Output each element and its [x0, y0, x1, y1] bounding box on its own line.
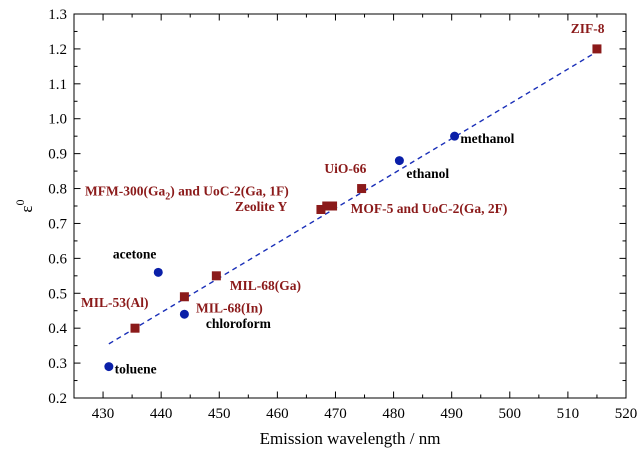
y-tick-label: 0.7	[48, 216, 67, 232]
annotations: toluene acetone chloroform ethanol methanol M…	[81, 21, 605, 376]
annotation-label: Zeolite Y	[235, 199, 288, 214]
annotation-label: chloroform	[206, 316, 272, 331]
y-tick-label: 1.3	[48, 7, 67, 23]
axes: 430 440 450 460 470 480 490 500 510 520 0.2 0.3 0.4 0…	[13, 7, 637, 448]
data-points	[104, 44, 602, 372]
annotation-label: MIL-68(In)	[196, 300, 263, 315]
y-tick-label: 0.5	[48, 286, 67, 302]
annotation-label: MIL-53(Al)	[81, 295, 148, 310]
x-tick-label: 440	[150, 406, 173, 422]
x-axis-title: Emission wavelength / nm	[260, 429, 441, 448]
x-tick-label: 460	[266, 406, 289, 422]
data-point-circle	[394, 156, 404, 166]
x-tick-label: 500	[499, 406, 522, 422]
data-point-square	[211, 271, 221, 281]
data-point-square	[322, 201, 332, 211]
x-tick-label: 510	[557, 406, 580, 422]
y-axis-symbol: ε	[17, 205, 36, 212]
y-tick-label: 1.1	[48, 77, 67, 93]
annotation-subscript: 2	[165, 192, 170, 203]
annotation-label: ZIF-8	[571, 21, 605, 36]
annotation-part: MFM-300(Ga	[85, 184, 165, 199]
annotation-label: ethanol	[406, 166, 449, 181]
annotation-label: MFM-300(Ga2) and UoC-2(Ga, 1F)	[85, 184, 289, 203]
annotation-label: toluene	[115, 362, 157, 377]
y-tick-label: 0.8	[48, 182, 67, 198]
data-point-square	[130, 323, 140, 333]
y-tick-label: 1.2	[48, 42, 67, 58]
data-point-square	[179, 292, 189, 302]
data-point-square	[316, 204, 326, 214]
data-point-square	[357, 184, 367, 194]
data-point-circle	[450, 131, 460, 141]
data-point-circle	[179, 309, 189, 319]
y-axis-superscript: 0	[13, 199, 27, 205]
data-point-circle	[153, 267, 163, 277]
y-tick-label: 0.4	[48, 321, 67, 337]
y-tick-label: 0.3	[48, 356, 67, 372]
x-tick-label: 520	[615, 406, 638, 422]
fit-line-group	[108, 51, 598, 345]
annotation-label: UiO-66	[324, 161, 366, 176]
data-point-circle	[104, 362, 114, 372]
y-tick-label: 0.6	[48, 251, 67, 267]
data-point-square	[592, 44, 602, 54]
annotation-label: methanol	[460, 131, 514, 146]
data-point-square	[328, 201, 338, 211]
annotation-label: acetone	[113, 246, 156, 261]
annotation-label: MOF-5 and UoC-2(Ga, 2F)	[351, 201, 508, 216]
annotation-label: MIL-68(Ga)	[230, 278, 301, 293]
x-tick-label: 480	[382, 406, 405, 422]
y-tick-label: 0.2	[48, 391, 67, 407]
y-tick-label: 0.9	[48, 147, 67, 163]
x-tick-label: 490	[440, 406, 463, 422]
y-axis-title: ε0	[13, 199, 36, 212]
fit-line	[108, 51, 598, 345]
x-tick-label: 450	[208, 406, 231, 422]
annotation-part: ) and UoC-2(Ga, 1F)	[170, 184, 289, 199]
y-tick-label: 1.0	[48, 112, 67, 128]
x-tick-label: 470	[324, 406, 347, 422]
x-tick-label: 430	[92, 406, 115, 422]
